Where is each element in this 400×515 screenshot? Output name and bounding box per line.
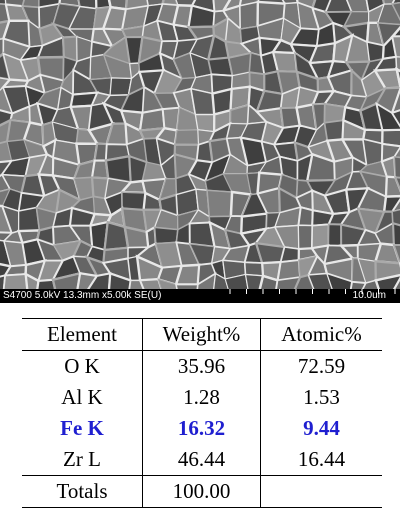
grain bbox=[206, 189, 233, 218]
sem-info-bar: S4700 5.0kV 13.3mm x5.00k SE(U) 10.0um bbox=[0, 289, 400, 303]
grain bbox=[349, 280, 368, 289]
grain bbox=[373, 242, 400, 265]
grain bbox=[393, 276, 400, 289]
atomic: 72.59 bbox=[259, 350, 382, 382]
grain bbox=[153, 226, 179, 245]
weight: 16.32 bbox=[142, 413, 261, 444]
weight: 100.00 bbox=[142, 475, 261, 508]
grain bbox=[389, 25, 400, 38]
grain bbox=[121, 191, 147, 211]
grain bbox=[395, 56, 400, 72]
grain bbox=[391, 209, 400, 226]
element: Zr L bbox=[22, 444, 143, 476]
grain bbox=[297, 224, 313, 250]
grain bbox=[157, 278, 178, 289]
grain bbox=[76, 271, 99, 289]
grain bbox=[374, 273, 400, 289]
grain bbox=[390, 198, 400, 213]
grain bbox=[391, 35, 400, 58]
grain bbox=[392, 244, 400, 265]
grain bbox=[244, 273, 264, 289]
grain bbox=[391, 221, 400, 247]
grain bbox=[93, 142, 108, 162]
grain bbox=[362, 138, 383, 166]
element: Totals bbox=[22, 475, 143, 508]
element: O K bbox=[22, 350, 143, 382]
grain bbox=[243, 261, 264, 277]
grain bbox=[373, 67, 400, 90]
header-cell: Weight% bbox=[142, 318, 261, 351]
composition-table: Element Weight% Atomic% O K 35.96 72.59 Al… bbox=[22, 318, 382, 508]
grain bbox=[87, 272, 112, 289]
grain bbox=[239, 1, 259, 30]
weight: 1.28 bbox=[142, 382, 261, 413]
header-cell: Element bbox=[22, 318, 143, 351]
header-row: Element Weight% Atomic% bbox=[22, 318, 382, 351]
grain bbox=[362, 279, 380, 289]
grain bbox=[174, 129, 200, 146]
grain bbox=[297, 205, 314, 227]
row: Fe K 16.32 9.44 bbox=[22, 413, 382, 444]
sem-image bbox=[0, 0, 400, 289]
row: O K 35.96 72.59 bbox=[22, 350, 382, 382]
grain bbox=[325, 272, 353, 289]
grain bbox=[395, 66, 400, 89]
weight: 46.44 bbox=[142, 444, 261, 476]
grain bbox=[307, 272, 333, 289]
weight: 35.96 bbox=[142, 350, 261, 382]
grain bbox=[390, 86, 400, 115]
grain bbox=[254, 241, 286, 265]
grain bbox=[381, 128, 400, 148]
totals-row: Totals 100.00 bbox=[22, 475, 382, 508]
grain bbox=[2, 273, 29, 289]
scale-label: 10.0um bbox=[352, 290, 386, 301]
grain bbox=[271, 50, 299, 73]
element: Fe K bbox=[22, 413, 143, 444]
grain bbox=[36, 278, 57, 289]
grain bbox=[390, 109, 400, 128]
grain bbox=[51, 271, 82, 289]
grain bbox=[190, 87, 216, 116]
grain bbox=[393, 176, 400, 192]
scale-ruler bbox=[229, 289, 396, 294]
atomic: 16.44 bbox=[259, 444, 382, 476]
grain bbox=[293, 273, 315, 289]
grain bbox=[138, 107, 166, 132]
grain bbox=[327, 223, 342, 247]
sem-caption: S4700 5.0kV 13.3mm x5.00k SE(U) bbox=[3, 290, 162, 301]
grain bbox=[323, 119, 345, 142]
grain bbox=[393, 156, 400, 179]
grain bbox=[213, 272, 229, 289]
grain bbox=[393, 146, 400, 159]
grain bbox=[275, 276, 302, 289]
grain bbox=[375, 101, 400, 132]
grain bbox=[194, 113, 215, 133]
atomic bbox=[259, 475, 382, 508]
atomic: 9.44 bbox=[259, 413, 382, 444]
grain bbox=[107, 271, 133, 289]
grain bbox=[175, 283, 199, 289]
element: Al K bbox=[22, 382, 143, 413]
row: Zr L 46.44 16.44 bbox=[22, 444, 382, 476]
atomic: 1.53 bbox=[259, 382, 382, 413]
grain bbox=[224, 273, 249, 289]
grain bbox=[390, 1, 400, 22]
header-cell: Atomic% bbox=[259, 318, 382, 351]
grain bbox=[196, 272, 217, 289]
grain bbox=[138, 278, 163, 289]
grain bbox=[310, 223, 330, 250]
row: Al K 1.28 1.53 bbox=[22, 382, 382, 413]
grain bbox=[24, 272, 40, 289]
grain bbox=[258, 274, 280, 289]
